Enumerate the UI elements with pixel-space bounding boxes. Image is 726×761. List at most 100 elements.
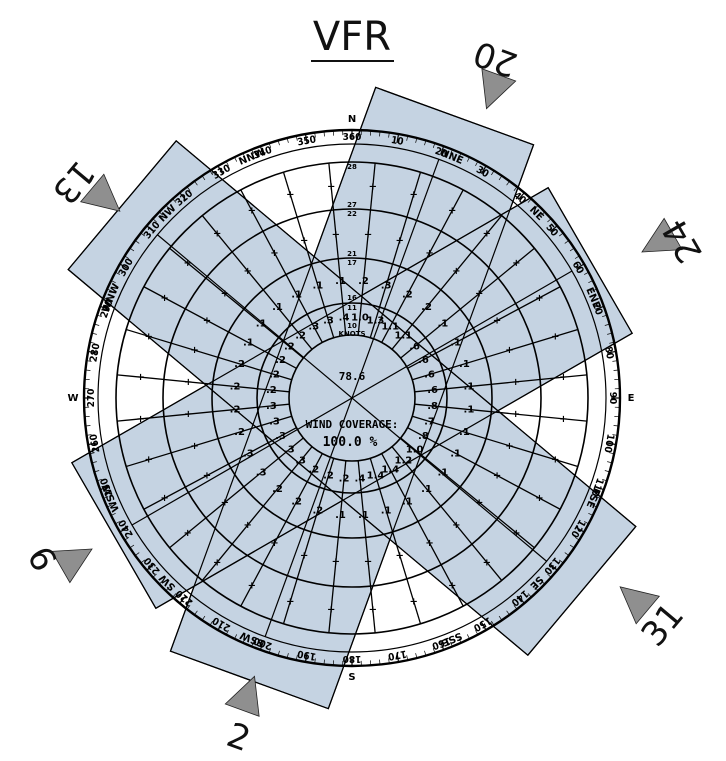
frequency-value: .4: [339, 312, 350, 323]
plus-mark: +: [190, 345, 198, 356]
plus-mark: +: [243, 266, 251, 277]
plus-mark: +: [505, 345, 513, 356]
frequency-value: 1.1: [381, 322, 399, 333]
plus-mark: +: [248, 580, 256, 591]
compass-tick: [259, 641, 264, 651]
runway-marker: [481, 68, 517, 110]
plus-mark: +: [184, 258, 192, 269]
compass-tick: [547, 218, 552, 223]
compass-tick: [491, 170, 495, 176]
compass-tick: [584, 521, 589, 525]
frequency-value: .1: [437, 318, 448, 329]
runway-triangle-icon: [481, 68, 517, 110]
plus-mark: +: [203, 315, 211, 326]
compass-tick: [119, 526, 128, 533]
plus-mark: +: [286, 190, 294, 201]
frequency-value: 1.0: [351, 312, 369, 323]
compass-tick: [498, 175, 503, 181]
plus-mark: +: [221, 497, 229, 508]
compass-tick: [458, 638, 462, 643]
compass-tick: [134, 552, 140, 556]
wind-rose-grid: [115, 159, 589, 637]
frequency-value: .2: [234, 427, 245, 438]
frequency-value: .1: [243, 338, 254, 349]
plus-mark: +: [535, 293, 543, 304]
compass-tick: [186, 186, 191, 191]
compass-tick: [194, 180, 198, 186]
plus-mark: +: [144, 455, 152, 466]
compass-tick: [86, 360, 92, 362]
plus-mark: +: [270, 248, 278, 259]
speed-label: 21: [347, 250, 357, 258]
compass-tick: [86, 434, 92, 436]
plus-mark: +: [551, 455, 559, 466]
compass-tick: [491, 620, 495, 626]
compass-tick: [540, 211, 546, 216]
frequency-value: .1: [313, 281, 324, 292]
compass-tick: [379, 659, 381, 665]
runway-band-outline: [169, 86, 535, 710]
compass-tick: [513, 186, 518, 191]
frequency-value: 1.4: [381, 464, 399, 475]
sector-divider: [381, 189, 464, 343]
compass-tick: [458, 153, 462, 158]
degree-label: 180: [343, 653, 362, 664]
runway-marker: [51, 548, 93, 584]
frequency-value: .1: [272, 302, 283, 313]
compass-tick: [406, 655, 409, 661]
frequency-value: .3: [256, 468, 267, 479]
sector-divider: [414, 374, 587, 393]
frequency-value: .3: [269, 417, 280, 428]
plus-mark: +: [248, 206, 256, 217]
frequency-value: .1: [335, 510, 346, 521]
compass-tick: [424, 140, 427, 146]
compass-tick: [564, 552, 570, 556]
plus-mark: +: [448, 206, 456, 217]
speed-ring: [211, 257, 493, 539]
frequency-value: .6: [424, 369, 435, 380]
runway-triangle-icon: [224, 675, 260, 717]
compass-tick: [152, 573, 157, 578]
frequency-value: .1: [381, 505, 392, 516]
compass-tick: [432, 648, 436, 653]
compass-tick: [129, 544, 135, 549]
speed-ring: [115, 161, 589, 635]
cardinal-label: S: [348, 672, 355, 683]
compass-tick: [480, 622, 487, 631]
plus-mark: +: [327, 182, 335, 193]
cardinal-label: E: [628, 393, 635, 404]
compass-tick: [103, 297, 109, 300]
cardinal-label: SSE: [440, 630, 464, 648]
sector-divider: [143, 427, 297, 510]
frequency-value: .2: [284, 342, 295, 353]
frequency-value: .3: [266, 401, 277, 412]
compass-tick: [277, 650, 280, 656]
compass-tick: [527, 593, 532, 598]
compass-tick: [592, 288, 597, 292]
frequency-value: .2: [402, 289, 413, 300]
compass-tick: [304, 652, 308, 663]
plus-mark: +: [483, 229, 491, 240]
plus-mark: +: [452, 266, 460, 277]
compass-tick: [146, 564, 154, 571]
sector-divider: [240, 453, 323, 607]
compass-tick: [295, 655, 298, 661]
sector-divider: [412, 415, 579, 468]
frequency-value: .3: [308, 322, 319, 333]
compass-inner-circle: [97, 143, 607, 653]
frequency-value: .1: [358, 510, 369, 521]
compass-tick: [91, 461, 97, 464]
compass-tick: [201, 175, 206, 181]
frequency-value: .1: [291, 289, 302, 300]
compass-tick: [574, 537, 580, 541]
compass-tick: [134, 240, 140, 244]
frequency-value: .8: [427, 401, 438, 412]
compass-tick: [268, 143, 272, 148]
runway-triangle-icon: [51, 548, 93, 584]
cardinal-label: W: [67, 393, 78, 404]
compass-tick: [87, 350, 98, 354]
plus-mark: +: [364, 229, 372, 240]
compass-tick: [119, 263, 128, 270]
compass-tick: [612, 360, 618, 362]
frequency-value: .1: [450, 448, 461, 459]
